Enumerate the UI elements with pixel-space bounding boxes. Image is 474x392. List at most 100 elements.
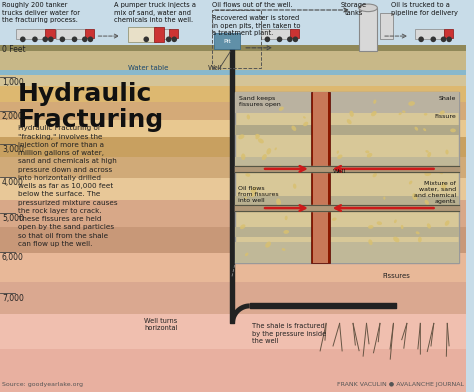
Bar <box>0 51 466 73</box>
Ellipse shape <box>293 183 296 189</box>
Bar <box>16 29 46 39</box>
Text: 1,000: 1,000 <box>2 78 24 87</box>
Ellipse shape <box>274 147 277 150</box>
Ellipse shape <box>258 138 264 143</box>
Ellipse shape <box>88 36 93 42</box>
Text: Mixture of
water, sand
and chemical
agents: Mixture of water, sand and chemical agen… <box>414 181 456 204</box>
Ellipse shape <box>419 36 424 42</box>
Text: Oil flows
from fissures
into well: Oil flows from fissures into well <box>238 186 279 203</box>
Ellipse shape <box>426 150 428 153</box>
Ellipse shape <box>257 169 262 173</box>
Ellipse shape <box>424 171 431 176</box>
Ellipse shape <box>264 36 270 42</box>
Text: Hydraulic Fracturing or
"fracking," involves the
injection of more than a
millio: Hydraulic Fracturing or "fracking," invo… <box>18 125 118 247</box>
Bar <box>0 200 466 227</box>
Ellipse shape <box>440 111 445 114</box>
Bar <box>380 13 393 39</box>
Ellipse shape <box>408 101 415 106</box>
Ellipse shape <box>337 151 339 154</box>
Ellipse shape <box>441 36 447 42</box>
Ellipse shape <box>445 220 449 226</box>
Bar <box>235 196 459 208</box>
Ellipse shape <box>144 36 149 42</box>
Bar <box>235 157 459 169</box>
Ellipse shape <box>277 36 283 42</box>
Ellipse shape <box>412 193 417 200</box>
Text: Fracturing: Fracturing <box>18 108 164 132</box>
Text: Hydraulic: Hydraulic <box>18 82 152 106</box>
Ellipse shape <box>245 252 248 256</box>
Text: Fissure: Fissure <box>434 114 456 119</box>
Ellipse shape <box>416 231 419 234</box>
Ellipse shape <box>255 134 260 139</box>
Bar <box>128 27 156 42</box>
Ellipse shape <box>368 225 374 229</box>
Ellipse shape <box>72 36 77 42</box>
Ellipse shape <box>42 36 48 42</box>
Ellipse shape <box>393 237 400 242</box>
Ellipse shape <box>48 36 54 42</box>
Bar <box>0 102 466 120</box>
Ellipse shape <box>251 189 256 194</box>
Bar <box>154 27 164 42</box>
Ellipse shape <box>241 154 246 160</box>
Ellipse shape <box>265 241 271 248</box>
Bar <box>0 86 466 102</box>
Bar <box>0 120 466 137</box>
Bar <box>313 92 328 263</box>
Ellipse shape <box>446 150 448 154</box>
Text: Recovered water is stored
in open pits, then taken to
a treatment plant.: Recovered water is stored in open pits, … <box>212 15 301 36</box>
Bar <box>444 29 453 38</box>
Ellipse shape <box>424 113 428 116</box>
Ellipse shape <box>365 151 370 153</box>
Bar <box>214 33 240 49</box>
Text: 7,000: 7,000 <box>2 294 24 303</box>
Text: 6,000: 6,000 <box>2 253 24 262</box>
Ellipse shape <box>359 4 377 12</box>
Ellipse shape <box>32 36 38 42</box>
Bar <box>235 242 459 263</box>
Bar <box>0 349 466 392</box>
Ellipse shape <box>427 152 431 157</box>
Bar <box>140 29 170 39</box>
Ellipse shape <box>60 36 65 42</box>
Ellipse shape <box>262 154 267 160</box>
Bar <box>56 29 86 39</box>
Bar <box>85 29 94 38</box>
Ellipse shape <box>425 200 429 205</box>
Ellipse shape <box>246 173 250 177</box>
Text: Water table: Water table <box>128 65 168 71</box>
Text: 0 Feet: 0 Feet <box>2 45 26 54</box>
Ellipse shape <box>349 111 354 117</box>
Ellipse shape <box>347 119 352 124</box>
Ellipse shape <box>82 36 88 42</box>
Text: Fissures: Fissures <box>382 273 410 279</box>
Ellipse shape <box>251 194 255 197</box>
Text: Roughly 200 tanker
trucks deliver water for
the fracturing process.: Roughly 200 tanker trucks deliver water … <box>2 2 80 23</box>
Ellipse shape <box>373 173 377 177</box>
Ellipse shape <box>282 248 285 251</box>
Bar <box>45 29 55 38</box>
Bar <box>235 227 459 237</box>
Ellipse shape <box>303 116 306 119</box>
Ellipse shape <box>427 223 431 229</box>
Ellipse shape <box>367 153 373 158</box>
Ellipse shape <box>279 107 284 111</box>
Ellipse shape <box>155 36 161 42</box>
Ellipse shape <box>423 128 426 131</box>
Text: Well: Well <box>333 169 346 174</box>
Bar <box>0 70 466 75</box>
Ellipse shape <box>383 196 385 200</box>
Ellipse shape <box>292 125 296 131</box>
Bar <box>0 137 466 157</box>
Text: 5,000: 5,000 <box>2 214 24 223</box>
Ellipse shape <box>402 111 406 113</box>
Text: FRANK VACULIN ● AVALANCHE JOURNAL: FRANK VACULIN ● AVALANCHE JOURNAL <box>337 382 464 387</box>
Text: 2,000: 2,000 <box>2 112 24 121</box>
Bar <box>261 29 291 39</box>
Bar <box>0 314 466 349</box>
Ellipse shape <box>285 216 288 220</box>
Text: Sand keeps
fissures open: Sand keeps fissures open <box>239 96 281 107</box>
Bar <box>359 8 377 51</box>
Ellipse shape <box>244 197 247 199</box>
